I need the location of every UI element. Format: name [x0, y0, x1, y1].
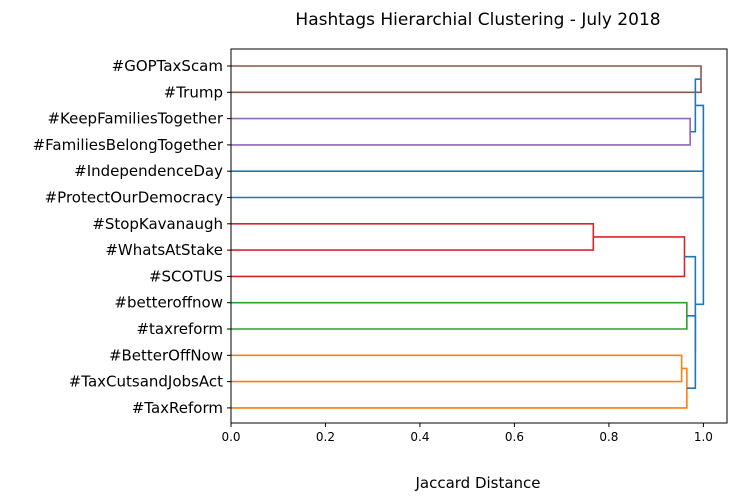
- leaf-label-scotus: #SCOTUS: [149, 267, 223, 285]
- leaf-label-whatsatstake: #WhatsAtStake: [105, 241, 223, 259]
- link-root: [695, 104, 705, 306]
- leaf-label-taxreform: #taxreform: [136, 320, 223, 338]
- link-red-inner: [231, 223, 595, 251]
- leaf-label-independenceday: #IndependenceDay: [74, 162, 223, 180]
- link-red-cluster: [231, 236, 686, 278]
- leaf-label-taxreform: #TaxReform: [132, 399, 223, 417]
- plot-frame: [230, 48, 728, 424]
- x-tick-label: 0.2: [316, 430, 335, 444]
- leaf-label-goptaxscam: #GOPTaxScam: [112, 57, 223, 75]
- x-tick-label: 0.4: [410, 430, 429, 444]
- leaf-label-familiesbelongtogether: #FamiliesBelongTogether: [33, 136, 224, 154]
- x-tick-label: 1.0: [694, 430, 713, 444]
- leaf-label-betteroffnow: #betteroffnow: [114, 294, 223, 312]
- leaf-label-betteroffnow: #BetterOffNow: [109, 346, 223, 364]
- x-tick-label: 0.8: [599, 430, 618, 444]
- x-tick-label: 0.0: [221, 430, 240, 444]
- link-purple-cluster: [231, 117, 691, 146]
- dendrogram-links: [231, 65, 705, 409]
- link-brown-cluster: [231, 65, 702, 94]
- chart-title: Hashtags Hierarchial Clustering - July 2…: [295, 10, 660, 30]
- leaf-label-trump: #Trump: [164, 83, 223, 101]
- link-orange-cluster: [231, 367, 688, 409]
- leaf-label-taxcutsandjobsact: #TaxCutsandJobsAct: [69, 373, 223, 391]
- leaf-label-stopkavanaugh: #StopKavanaugh: [92, 215, 223, 233]
- link-green-cluster: [231, 301, 688, 330]
- link-orange-inner: [231, 354, 683, 383]
- x-axis-ticks: 0.0 0.2 0.4 0.6 0.8 1.0: [221, 423, 713, 444]
- x-axis-label: Jaccard Distance: [414, 474, 540, 492]
- leaf-labels: #GOPTaxScam #Trump #KeepFamiliesTogether #F…: [33, 57, 231, 417]
- link-blue-orange-green: [686, 315, 697, 389]
- link-blue-red-orange-green: [684, 255, 697, 353]
- leaf-label-protectourdemocracy: #ProtectOurDemocracy: [45, 189, 224, 207]
- leaf-label-keepfamiliestogether: #KeepFamiliesTogether: [47, 110, 223, 128]
- x-tick-label: 0.6: [505, 430, 524, 444]
